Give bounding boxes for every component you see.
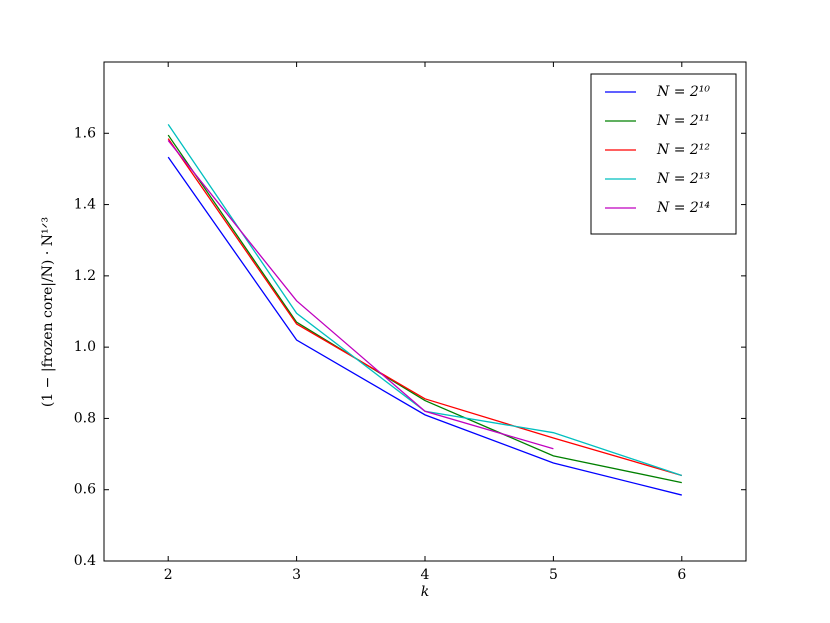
y-axis-label: (1 − |frozen core|/N) · N¹ᐟ³ [40,217,56,407]
series-line [167,156,682,496]
x-tick-label: 5 [549,567,558,583]
x-axis-label: k [421,584,429,600]
legend-box [590,73,737,235]
y-tick-label: 1.4 [74,197,96,213]
legend-label: N = 2¹² [656,142,710,158]
y-tick-label: 1.0 [74,339,96,355]
x-tick-label: 4 [421,567,430,583]
legend-label: N = 2¹¹ [656,113,710,129]
series-line [167,138,682,477]
y-tick-label: 0.4 [74,553,96,569]
x-tick-label: 3 [292,567,301,583]
legend-label: N = 2¹⁰ [656,84,710,100]
legend-label: N = 2¹⁴ [656,200,710,216]
x-tick-label: 6 [677,567,686,583]
series-line [167,134,682,484]
series-line [167,140,554,450]
legend-label: N = 2¹³ [656,171,710,187]
y-tick-label: 0.8 [74,410,96,426]
x-tick-label: 2 [164,567,173,583]
y-tick-label: 1.6 [74,125,96,141]
y-tick-label: 0.6 [74,482,96,498]
y-tick-label: 1.2 [74,268,96,284]
